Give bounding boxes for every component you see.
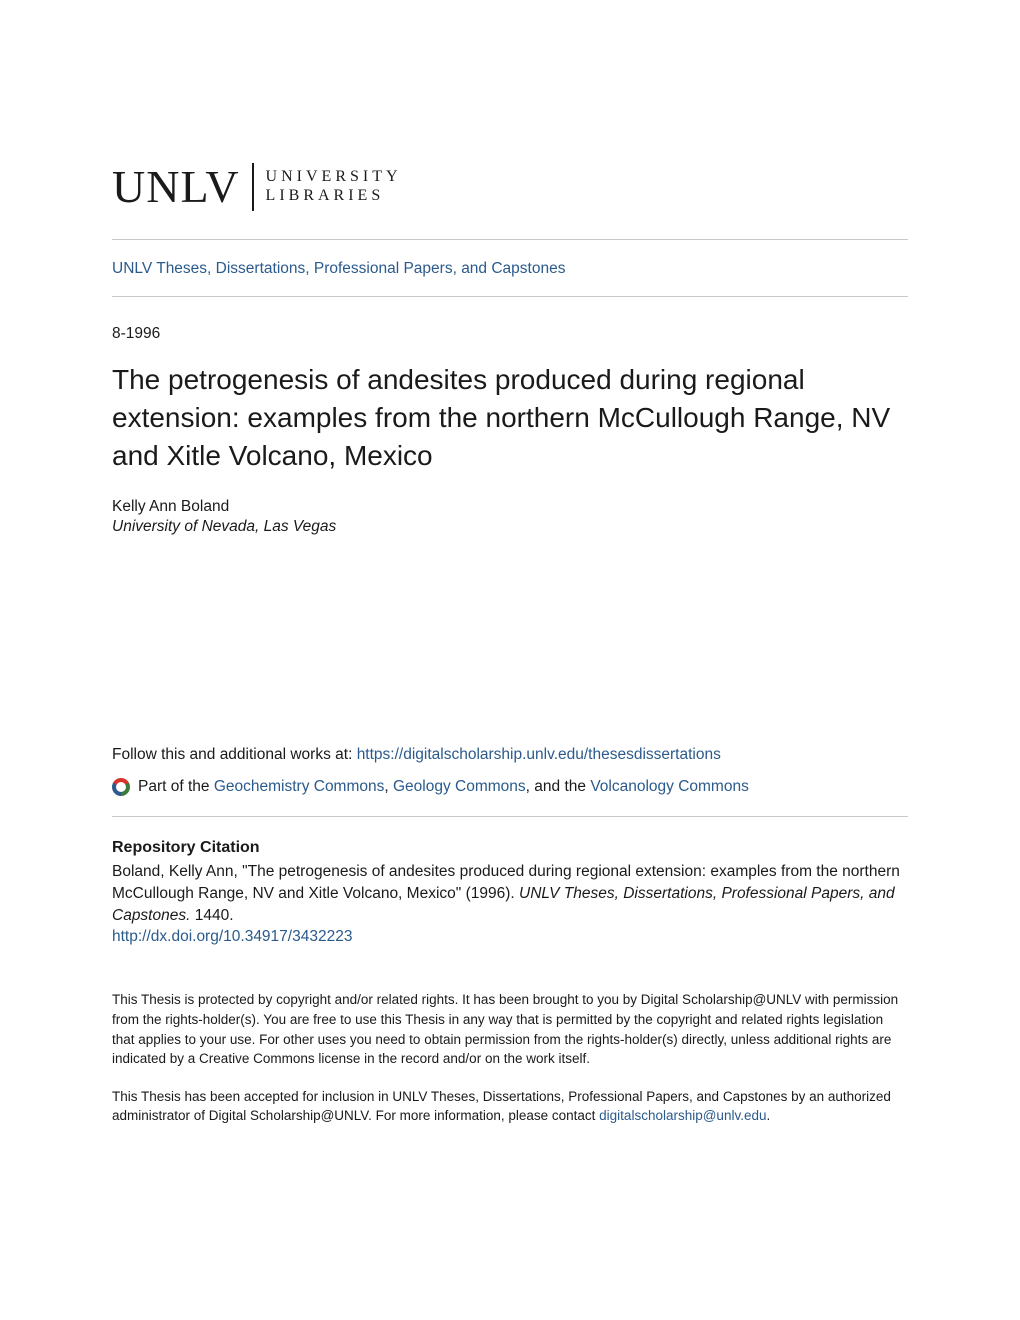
commons-link-geology[interactable]: Geology Commons bbox=[393, 778, 526, 795]
divider-rule bbox=[112, 239, 908, 240]
commons-network-icon bbox=[112, 778, 130, 796]
follow-works-line: Follow this and additional works at: htt… bbox=[112, 746, 908, 764]
doi-link[interactable]: http://dx.doi.org/10.34917/3432223 bbox=[112, 928, 908, 946]
repository-citation-heading: Repository Citation bbox=[112, 839, 908, 857]
commons-link-volcanology[interactable]: Volcanology Commons bbox=[590, 778, 749, 795]
part-of-prefix: Part of the bbox=[138, 778, 214, 795]
logo-mark: UNLV bbox=[112, 160, 240, 213]
article-title: The petrogenesis of andesites produced d… bbox=[112, 361, 908, 474]
follow-url-link[interactable]: https://digitalscholarship.unlv.edu/thes… bbox=[357, 746, 721, 763]
repository-citation-body: Boland, Kelly Ann, "The petrogenesis of … bbox=[112, 861, 908, 926]
vertical-spacer bbox=[112, 536, 908, 746]
part-of-line: Part of the Geochemistry Commons, Geolog… bbox=[112, 778, 908, 796]
logo-libraries-text: UNIVERSITY LIBRARIES bbox=[266, 168, 402, 205]
author-affiliation: University of Nevada, Las Vegas bbox=[112, 518, 908, 536]
divider-rule bbox=[112, 296, 908, 297]
publication-date: 8-1996 bbox=[112, 325, 908, 343]
inclusion-statement: This Thesis has been accepted for inclus… bbox=[112, 1087, 908, 1126]
commons-link-geochemistry[interactable]: Geochemistry Commons bbox=[214, 778, 385, 795]
rights-statement: This Thesis is protected by copyright an… bbox=[112, 990, 908, 1068]
contact-email-link[interactable]: digitalscholarship@unlv.edu bbox=[599, 1108, 766, 1123]
part-of-text: Part of the Geochemistry Commons, Geolog… bbox=[138, 778, 749, 796]
logo-divider bbox=[252, 163, 254, 211]
separator: , bbox=[384, 778, 393, 795]
divider-rule bbox=[112, 816, 908, 817]
inclusion-text-before: This Thesis has been accepted for inclus… bbox=[112, 1089, 891, 1124]
inclusion-text-after: . bbox=[766, 1108, 770, 1123]
follow-prefix: Follow this and additional works at: bbox=[112, 746, 357, 763]
citation-number: 1440. bbox=[195, 907, 234, 924]
collection-link[interactable]: UNLV Theses, Dissertations, Professional… bbox=[112, 260, 908, 278]
logo-line1: UNIVERSITY bbox=[266, 168, 402, 186]
unlv-libraries-logo: UNLV UNIVERSITY LIBRARIES bbox=[112, 160, 908, 213]
author-name: Kelly Ann Boland bbox=[112, 498, 908, 516]
separator: , and the bbox=[526, 778, 591, 795]
logo-line2: LIBRARIES bbox=[266, 187, 402, 205]
